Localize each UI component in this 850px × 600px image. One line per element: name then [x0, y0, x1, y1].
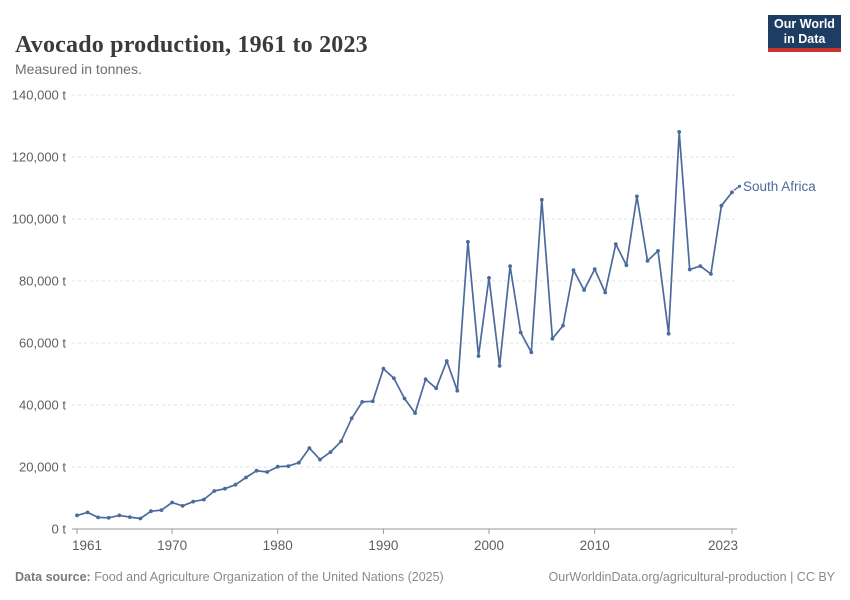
- data-point[interactable]: [466, 240, 470, 244]
- x-axis-tick-label: 2000: [474, 538, 504, 553]
- series-line-south-africa[interactable]: [76, 131, 733, 520]
- data-point[interactable]: [265, 470, 270, 474]
- data-point[interactable]: [592, 267, 597, 272]
- data-point[interactable]: [201, 497, 206, 502]
- data-point[interactable]: [582, 288, 586, 292]
- page-title: Avocado production, 1961 to 2023: [15, 32, 368, 59]
- y-axis-tick-label: 60,000 t: [19, 336, 66, 351]
- data-point[interactable]: [508, 264, 512, 268]
- data-point[interactable]: [244, 475, 248, 480]
- data-point[interactable]: [603, 290, 608, 295]
- data-point[interactable]: [392, 376, 396, 381]
- data-point[interactable]: [180, 504, 185, 508]
- data-point[interactable]: [624, 263, 629, 268]
- data-point[interactable]: [497, 364, 502, 368]
- data-point[interactable]: [254, 468, 259, 473]
- data-point[interactable]: [561, 323, 565, 328]
- series-label-dot: [737, 184, 742, 188]
- data-point[interactable]: [529, 350, 534, 355]
- data-point[interactable]: [328, 450, 333, 454]
- x-axis-tick-label: 1980: [263, 538, 293, 553]
- data-point[interactable]: [539, 197, 544, 202]
- data-point[interactable]: [487, 276, 491, 280]
- y-axis-tick-label: 0 t: [52, 522, 67, 537]
- data-point[interactable]: [455, 388, 460, 393]
- data-point[interactable]: [106, 515, 111, 520]
- owid-logo-line1: Our World: [774, 16, 835, 31]
- data-point[interactable]: [518, 330, 523, 335]
- x-axis-tick-label: 1990: [368, 538, 398, 553]
- data-point[interactable]: [275, 464, 280, 469]
- data-point[interactable]: [170, 500, 175, 505]
- data-point[interactable]: [571, 268, 576, 272]
- data-point[interactable]: [159, 508, 164, 512]
- y-axis-tick-label: 20,000 t: [19, 460, 66, 475]
- x-axis-tick-label: 1961: [72, 538, 102, 553]
- data-point[interactable]: [149, 509, 153, 514]
- data-point[interactable]: [635, 194, 639, 199]
- y-axis-tick-label: 120,000 t: [12, 150, 67, 165]
- x-axis-tick-label: 1970: [157, 538, 187, 553]
- data-point[interactable]: [381, 366, 386, 371]
- data-point[interactable]: [223, 486, 227, 491]
- series-label-connector: [733, 186, 739, 191]
- data-point[interactable]: [212, 489, 217, 493]
- data-point[interactable]: [402, 396, 407, 401]
- data-point[interactable]: [339, 439, 343, 444]
- data-point[interactable]: [360, 400, 365, 404]
- data-point[interactable]: [687, 267, 692, 272]
- data-point[interactable]: [677, 130, 682, 134]
- data-source-label: Data source:: [15, 570, 91, 584]
- data-point[interactable]: [698, 264, 703, 268]
- data-point[interactable]: [730, 190, 734, 195]
- data-point[interactable]: [286, 464, 291, 468]
- owid-url-license-link[interactable]: OurWorldinData.org/agricultural-producti…: [548, 570, 835, 584]
- data-source-note: Data source: Food and Agriculture Organi…: [15, 570, 444, 584]
- data-point[interactable]: [191, 499, 196, 504]
- data-point[interactable]: [233, 482, 238, 487]
- data-point[interactable]: [96, 515, 100, 520]
- data-point[interactable]: [85, 510, 90, 515]
- data-point[interactable]: [413, 411, 417, 415]
- data-point[interactable]: [719, 203, 724, 208]
- data-point[interactable]: [709, 272, 713, 276]
- y-axis-tick-label: 140,000 t: [12, 88, 67, 103]
- data-point[interactable]: [476, 354, 481, 358]
- data-point[interactable]: [423, 377, 428, 382]
- chart-footer: Data source: Food and Agriculture Organi…: [15, 570, 835, 584]
- y-axis-tick-label: 40,000 t: [19, 398, 66, 413]
- data-point[interactable]: [434, 386, 439, 391]
- data-point[interactable]: [318, 457, 322, 462]
- data-point[interactable]: [656, 249, 660, 253]
- y-axis-tick-label: 100,000 t: [12, 212, 67, 227]
- data-point[interactable]: [117, 513, 122, 518]
- y-axis-tick-label: 80,000 t: [19, 274, 66, 289]
- data-point[interactable]: [138, 516, 143, 521]
- data-point[interactable]: [297, 460, 301, 465]
- x-axis-tick-label: 2023: [708, 538, 738, 553]
- x-axis-tick-label: 2010: [580, 538, 610, 553]
- data-point[interactable]: [444, 359, 449, 363]
- data-point[interactable]: [127, 515, 132, 519]
- owid-logo-line2: in Data: [783, 31, 826, 46]
- data-source-text: Food and Agriculture Organization of the…: [90, 570, 444, 584]
- data-point[interactable]: [370, 399, 375, 404]
- chart-subtitle: Measured in tonnes.: [15, 61, 142, 77]
- data-point[interactable]: [307, 446, 312, 450]
- data-point[interactable]: [550, 336, 555, 341]
- data-point[interactable]: [349, 416, 354, 421]
- data-point[interactable]: [613, 242, 618, 247]
- data-point[interactable]: [645, 259, 650, 263]
- series-label[interactable]: South Africa: [743, 179, 816, 194]
- owid-logo[interactable]: Our World in Data: [768, 15, 841, 52]
- data-point[interactable]: [666, 331, 671, 336]
- data-point[interactable]: [75, 513, 79, 518]
